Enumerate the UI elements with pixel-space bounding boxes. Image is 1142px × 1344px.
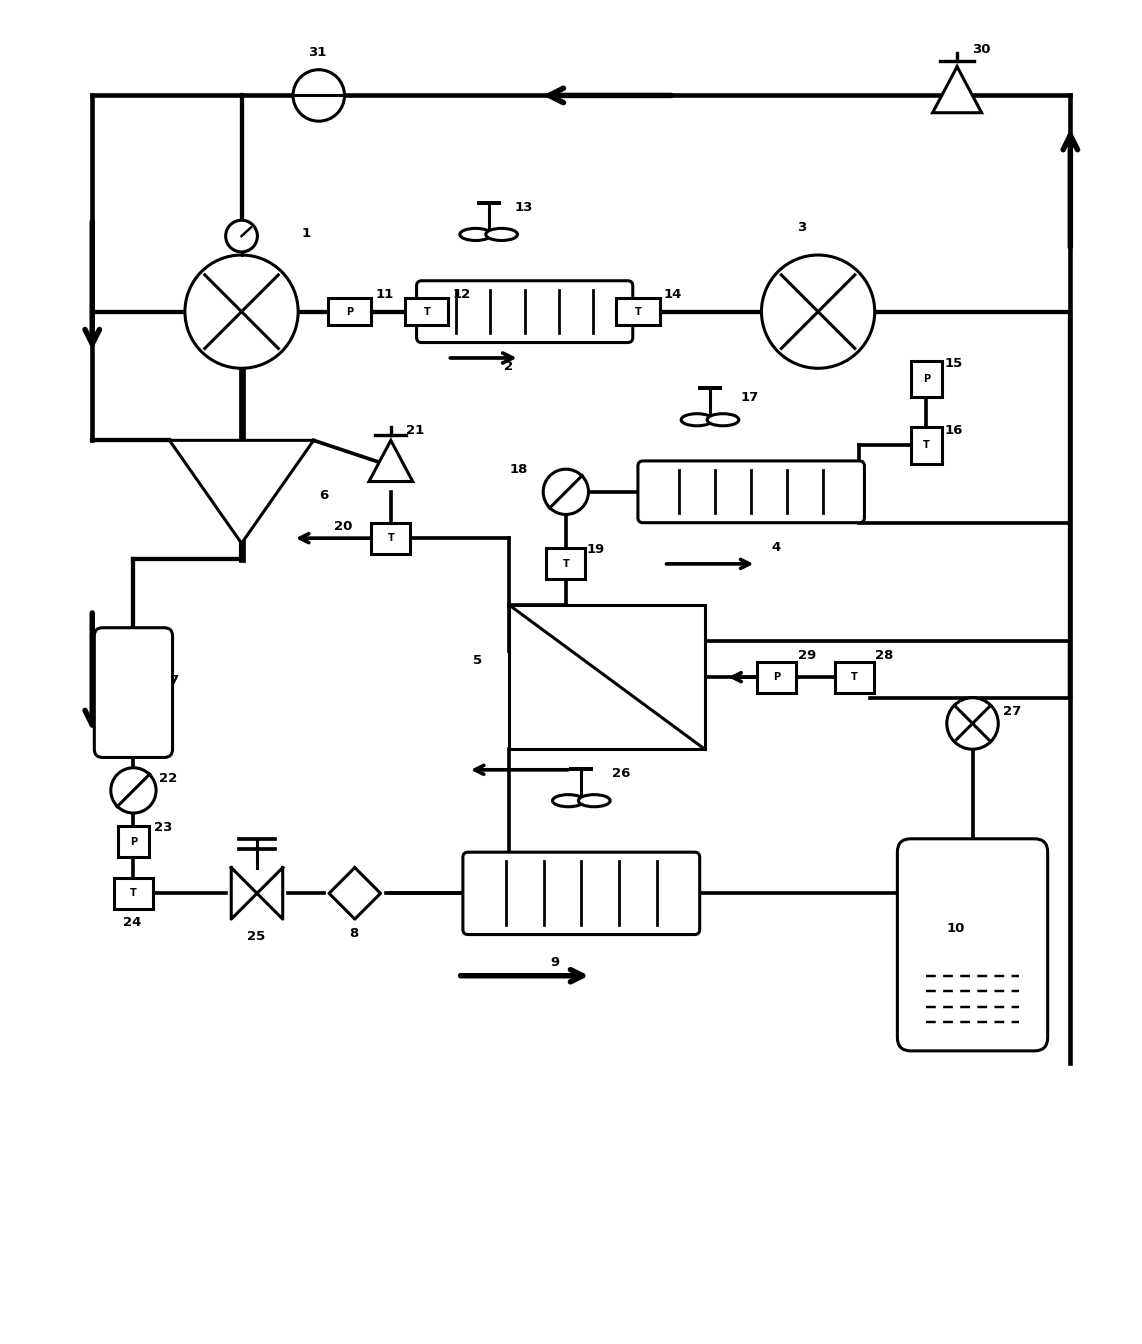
Text: 26: 26 xyxy=(612,767,630,780)
Circle shape xyxy=(185,255,298,368)
Bar xyxy=(405,298,449,325)
Text: T: T xyxy=(424,306,431,317)
Circle shape xyxy=(111,767,156,813)
Text: 30: 30 xyxy=(973,43,991,56)
Text: 20: 20 xyxy=(335,520,353,534)
FancyBboxPatch shape xyxy=(463,852,700,934)
Bar xyxy=(114,878,153,909)
Text: 1: 1 xyxy=(301,227,311,239)
Bar xyxy=(617,298,660,325)
Text: 29: 29 xyxy=(797,649,815,661)
Text: T: T xyxy=(130,888,137,898)
Text: 22: 22 xyxy=(159,773,177,785)
Text: T: T xyxy=(923,441,930,450)
Bar xyxy=(546,548,586,579)
Text: 2: 2 xyxy=(504,360,513,374)
FancyBboxPatch shape xyxy=(638,461,864,523)
Text: 17: 17 xyxy=(741,391,759,405)
FancyBboxPatch shape xyxy=(417,281,633,343)
Text: 28: 28 xyxy=(875,649,893,661)
Circle shape xyxy=(226,220,257,251)
Text: 25: 25 xyxy=(247,930,265,942)
Bar xyxy=(911,427,942,464)
FancyBboxPatch shape xyxy=(898,839,1047,1051)
Text: 21: 21 xyxy=(407,425,425,437)
Text: P: P xyxy=(923,374,930,383)
Ellipse shape xyxy=(707,414,739,426)
Text: 24: 24 xyxy=(123,917,142,930)
Bar xyxy=(509,605,705,749)
Bar xyxy=(835,661,874,692)
Bar xyxy=(757,661,796,692)
Text: 9: 9 xyxy=(550,956,560,969)
Circle shape xyxy=(762,255,875,368)
Polygon shape xyxy=(933,67,982,113)
FancyBboxPatch shape xyxy=(95,628,172,758)
Circle shape xyxy=(947,698,998,749)
Polygon shape xyxy=(369,441,412,481)
Ellipse shape xyxy=(460,228,491,241)
Text: P: P xyxy=(346,306,353,317)
Circle shape xyxy=(293,70,345,121)
Text: 13: 13 xyxy=(514,200,533,214)
Text: 10: 10 xyxy=(947,922,965,934)
Text: 4: 4 xyxy=(772,540,781,554)
Text: 7: 7 xyxy=(169,675,178,687)
Ellipse shape xyxy=(578,794,610,806)
Bar xyxy=(371,523,410,554)
Text: 15: 15 xyxy=(944,358,963,371)
Text: T: T xyxy=(387,534,394,543)
Text: 8: 8 xyxy=(349,927,359,939)
Text: 18: 18 xyxy=(509,464,528,476)
Bar xyxy=(911,360,942,396)
Text: 14: 14 xyxy=(664,289,682,301)
Bar xyxy=(118,827,148,857)
Polygon shape xyxy=(169,441,314,543)
Text: 5: 5 xyxy=(473,653,482,667)
Text: 3: 3 xyxy=(797,222,806,234)
Text: 12: 12 xyxy=(452,289,471,301)
Text: 16: 16 xyxy=(944,425,963,437)
Text: P: P xyxy=(130,837,137,847)
Text: 6: 6 xyxy=(319,489,328,503)
Text: 31: 31 xyxy=(308,47,327,59)
Text: T: T xyxy=(563,559,569,569)
Text: 11: 11 xyxy=(376,289,394,301)
Ellipse shape xyxy=(553,794,585,806)
Circle shape xyxy=(544,469,588,515)
Text: 23: 23 xyxy=(154,821,172,833)
Text: P: P xyxy=(773,672,780,683)
Text: T: T xyxy=(635,306,642,317)
Bar xyxy=(328,298,371,325)
Text: 27: 27 xyxy=(1004,706,1022,718)
Ellipse shape xyxy=(681,414,713,426)
Text: T: T xyxy=(851,672,858,683)
Ellipse shape xyxy=(485,228,517,241)
Text: 19: 19 xyxy=(587,543,605,555)
